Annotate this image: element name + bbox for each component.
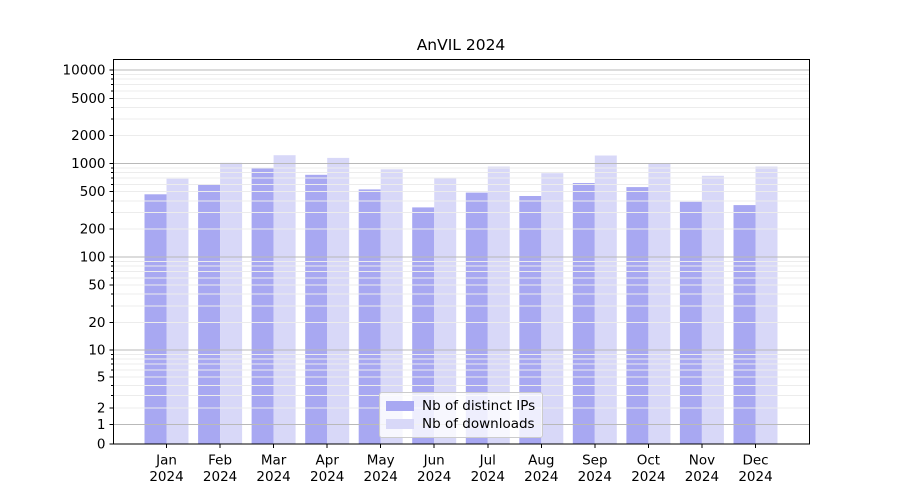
y-tick-label-1: 1 [97,417,106,433]
y-tick-label-10000: 10000 [63,63,106,79]
bar-downloads-feb [220,162,243,445]
chart-title: AnVIL 2024 [416,36,506,54]
x-tick-month-mar: Mar [261,453,287,469]
y-tick-label-200: 200 [80,221,106,237]
x-tick-month-feb: Feb [208,453,232,469]
y-tick-label-500: 500 [80,184,106,200]
bar-distinct-ips-may [358,189,381,444]
x-tick-month-jul: Jul [479,453,496,469]
bar-distinct-ips-sep [572,183,595,444]
x-tick-year-oct: 2024 [631,469,665,485]
x-tick-year-nov: 2024 [685,469,719,485]
x-tick-month-apr: Apr [316,453,340,469]
legend-swatch-distinct-ips [386,401,414,411]
y-tick-label-100: 100 [80,250,106,266]
x-tick-year-apr: 2024 [310,469,344,485]
y-tick-label-1000: 1000 [71,156,105,172]
bar-distinct-ips-nov [679,201,702,444]
x-tick-year-sep: 2024 [578,469,612,485]
bar-downloads-oct [648,163,671,444]
x-tick-year-may: 2024 [364,469,398,485]
legend-label-downloads: Nb of downloads [422,416,535,432]
plot-border [113,59,810,445]
y-tick-label-50: 50 [88,278,105,294]
x-tick-month-may: May [367,453,395,469]
x-tick-year-jul: 2024 [471,469,505,485]
bar-downloads-may [380,169,403,445]
legend-swatch-downloads [386,419,414,429]
bar-downloads-sep [594,155,617,444]
legend-label-distinct-ips: Nb of distinct IPs [422,398,536,414]
y-tick-label-2000: 2000 [71,128,105,144]
x-tick-month-jun: Jun [423,453,445,469]
x-tick-year-aug: 2024 [524,469,558,485]
bar-distinct-ips-aug [519,196,542,444]
bar-distinct-ips-dec [733,205,756,444]
bar-downloads-dec [755,166,778,444]
y-tick-label-10: 10 [88,343,105,359]
x-tick-year-jan: 2024 [149,469,183,485]
x-tick-month-nov: Nov [689,453,715,469]
x-tick-month-aug: Aug [528,453,554,469]
bar-downloads-apr [327,157,350,444]
x-tick-month-dec: Dec [742,453,768,469]
bar-distinct-ips-oct [626,187,649,444]
x-axis-ticks [166,444,756,448]
y-tick-label-5: 5 [97,370,106,386]
y-axis-ticks [109,69,114,445]
x-tick-month-jan: Jan [155,453,177,469]
x-tick-month-oct: Oct [637,453,660,469]
bar-distinct-ips-jul [465,192,488,444]
y-tick-label-0: 0 [97,437,106,453]
bar-downloads-nov [701,175,724,445]
legend: Nb of distinct IPs Nb of downloads [379,392,543,438]
bar-distinct-ips-apr [305,174,328,445]
bar-downloads-jul [487,166,510,444]
bar-downloads-jan [166,178,189,444]
x-tick-year-jun: 2024 [417,469,451,485]
bar-downloads-mar [273,155,296,444]
x-tick-year-dec: 2024 [738,469,772,485]
y-tick-label-20: 20 [88,315,105,331]
gridlines [113,69,810,425]
bar-distinct-ips-feb [198,185,221,444]
y-tick-label-2: 2 [97,401,106,417]
legend-item-downloads: Nb of downloads [386,415,536,433]
x-tick-month-sep: Sep [582,453,607,469]
x-tick-year-feb: 2024 [203,469,237,485]
x-tick-year-mar: 2024 [256,469,290,485]
bar-distinct-ips-jan [144,194,167,444]
legend-item-distinct-ips: Nb of distinct IPs [386,397,536,415]
bar-downloads-aug [541,173,564,444]
y-tick-label-5000: 5000 [71,91,105,107]
